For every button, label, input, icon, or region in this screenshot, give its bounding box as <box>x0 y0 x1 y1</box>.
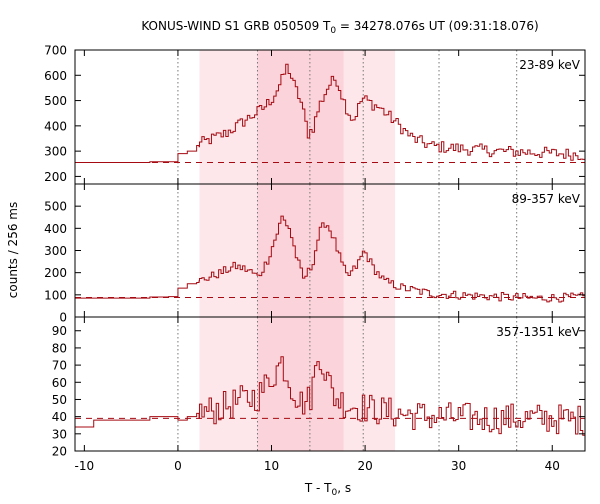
x-axis-label: T - T0, s <box>304 481 351 498</box>
y-tick-label: 20 <box>52 445 67 459</box>
panel-3: 20 30 40 50 60 70 80 90 357-1351 keV <box>52 316 586 459</box>
y-tick-label: 60 <box>52 376 67 390</box>
panel-frame <box>74 316 586 452</box>
light-curve-series <box>75 215 585 303</box>
y-tick-label: 300 <box>44 244 67 258</box>
panel-2: 0 100 200 300 400 500 89-357 keV <box>44 183 586 325</box>
y-tick-label: 400 <box>44 119 67 133</box>
chart-title: KONUS-WIND S1 GRB 050509 T0 = 34278.076s… <box>141 19 538 36</box>
y-tick-label: 80 <box>52 341 67 355</box>
y-tick-label: 0 <box>59 311 67 325</box>
y-tick-label: 70 <box>52 359 67 373</box>
x-tick-label: 0 <box>174 459 182 473</box>
y-tick-label: 700 <box>44 44 67 58</box>
y-tick-label: 90 <box>52 324 67 338</box>
y-tick-label: 100 <box>44 288 67 302</box>
y-tick-label: 50 <box>52 393 67 407</box>
light-curve-series <box>75 63 585 164</box>
y-tick-label: 200 <box>44 170 67 184</box>
x-tick-label: -10 <box>75 459 95 473</box>
x-tick-label: 30 <box>451 459 466 473</box>
x-axis: -10 0 10 20 30 40 <box>75 459 560 473</box>
energy-band-label: 89-357 keV <box>512 192 581 206</box>
y-tick-label: 500 <box>44 200 67 214</box>
light-curve-series <box>75 356 585 436</box>
x-tick-label: 10 <box>264 459 279 473</box>
y-tick-label: 400 <box>44 222 67 236</box>
y-tick-label: 300 <box>44 145 67 159</box>
y-tick-label: 30 <box>52 427 67 441</box>
y-axis-label: counts / 256 ms <box>6 202 20 298</box>
shaded-interval-dark <box>257 317 344 451</box>
y-tick-label: 600 <box>44 69 67 83</box>
panel-1: 200 300 400 500 600 700 23-89 keV <box>44 44 586 185</box>
energy-band-label: 23-89 keV <box>519 58 581 72</box>
shaded-interval-dark <box>257 50 344 184</box>
y-tick-label: 200 <box>44 266 67 280</box>
y-tick-label: 500 <box>44 94 67 108</box>
y-tick-label: 40 <box>52 410 67 424</box>
x-tick-label: 20 <box>357 459 372 473</box>
energy-band-label: 357-1351 keV <box>496 325 580 339</box>
x-tick-label: 40 <box>545 459 560 473</box>
